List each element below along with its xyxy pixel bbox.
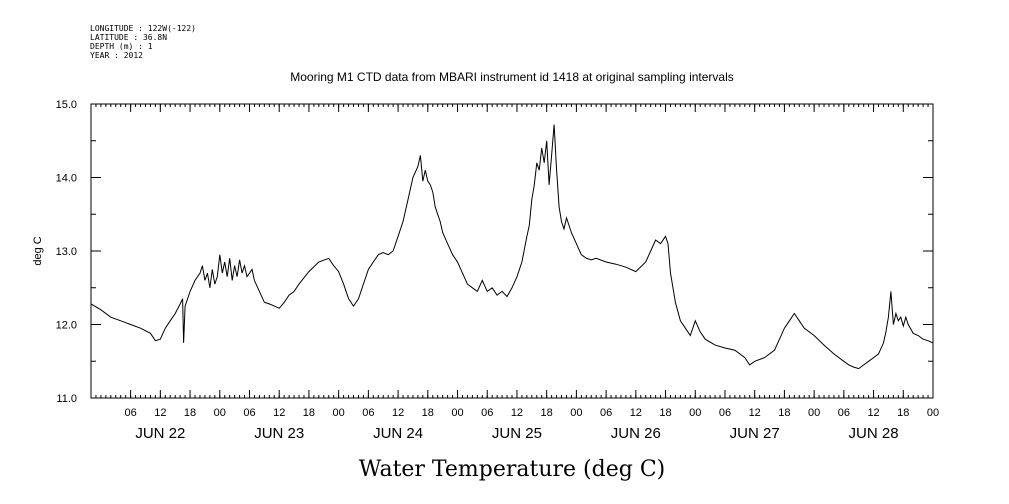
x-tick-label: 06 — [124, 407, 136, 419]
x-tick-label: 12 — [273, 407, 285, 419]
y-axis-label: deg C — [32, 236, 44, 265]
y-axis: 11.0 12.0 13.0 14.0 15.0 — [56, 99, 933, 405]
metadata-depth: DEPTH (m) : 1 — [90, 42, 153, 51]
x-tick-label: 18 — [303, 407, 315, 419]
x-tick-label: 18 — [659, 407, 671, 419]
x-day-label: JUN 23 — [254, 425, 304, 442]
x-tick-label: 06 — [481, 407, 493, 419]
x-tick-label: 00 — [214, 407, 226, 419]
x-tick-label: 06 — [243, 407, 255, 419]
x-tick-label: 12 — [867, 407, 879, 419]
metadata-longitude: LONGITUDE : 122W(-122) — [90, 24, 196, 33]
x-tick-label: 00 — [570, 407, 582, 419]
y-tick-label: 15.0 — [56, 99, 77, 111]
x-tick-label: 18 — [541, 407, 553, 419]
x-tick-label: 00 — [927, 407, 939, 419]
metadata-latitude: LATITUDE : 36.8N — [90, 33, 167, 42]
x-tick-label: 12 — [392, 407, 404, 419]
x-tick-label: 00 — [451, 407, 463, 419]
y-tick-label: 14.0 — [56, 173, 77, 185]
x-tick-label: 12 — [749, 407, 761, 419]
x-tick-label: 06 — [600, 407, 612, 419]
x-tick-label: 18 — [184, 407, 196, 419]
x-day-label: JUN 25 — [492, 425, 542, 442]
x-tick-label: 18 — [897, 407, 909, 419]
chart-title: Mooring M1 CTD data from MBARI instrumen… — [290, 70, 734, 84]
x-tick-label: 00 — [333, 407, 345, 419]
x-axis-title: Water Temperature (deg C) — [359, 457, 666, 482]
x-day-label: JUN 24 — [373, 425, 423, 442]
x-tick-label: 12 — [154, 407, 166, 419]
y-tick-label: 11.0 — [56, 393, 77, 405]
x-tick-label: 00 — [808, 407, 820, 419]
x-day-label: JUN 27 — [730, 425, 780, 442]
x-tick-label: 06 — [838, 407, 850, 419]
x-axis: 06 12 18 00 06 12 18 00 06 12 18 00 06 12 18 00 06 12 18 00… — [124, 104, 939, 442]
x-day-label: JUN 22 — [135, 425, 185, 442]
y-tick-label: 13.0 — [56, 246, 77, 258]
x-tick-label: 18 — [422, 407, 434, 419]
x-tick-label: 12 — [630, 407, 642, 419]
x-tick-label: 18 — [778, 407, 790, 419]
x-tick-label: 12 — [511, 407, 523, 419]
x-day-label: JUN 28 — [849, 425, 899, 442]
x-tick-label: 06 — [362, 407, 374, 419]
x-day-label: JUN 26 — [611, 425, 661, 442]
series-line — [90, 124, 934, 370]
plot-frame — [90, 103, 934, 399]
x-tick-label: 06 — [719, 407, 731, 419]
metadata-year: YEAR : 2012 — [90, 51, 143, 60]
y-tick-label: 12.0 — [56, 320, 77, 332]
x-tick-label: 00 — [689, 407, 701, 419]
minor-ticks — [90, 104, 934, 398]
metadata-svg: LONGITUDE : 122W(-122) LATITUDE : 36.8N … — [90, 24, 196, 60]
